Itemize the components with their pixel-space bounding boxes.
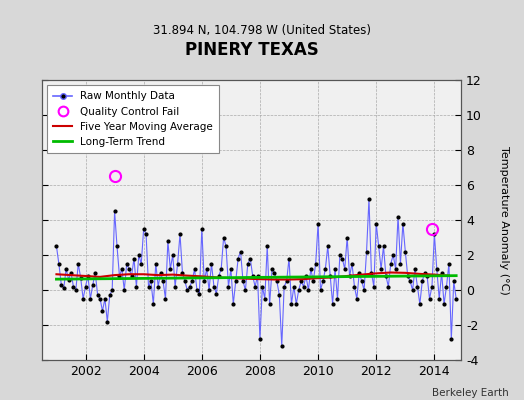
Text: 31.894 N, 104.798 W (United States): 31.894 N, 104.798 W (United States) xyxy=(153,24,371,37)
Legend: Raw Monthly Data, Quality Control Fail, Five Year Moving Average, Long-Term Tren: Raw Monthly Data, Quality Control Fail, … xyxy=(47,85,220,153)
Title: PINERY TEXAS: PINERY TEXAS xyxy=(184,41,319,59)
Y-axis label: Temperature Anomaly (°C): Temperature Anomaly (°C) xyxy=(498,146,508,294)
Text: Berkeley Earth: Berkeley Earth xyxy=(432,388,508,398)
